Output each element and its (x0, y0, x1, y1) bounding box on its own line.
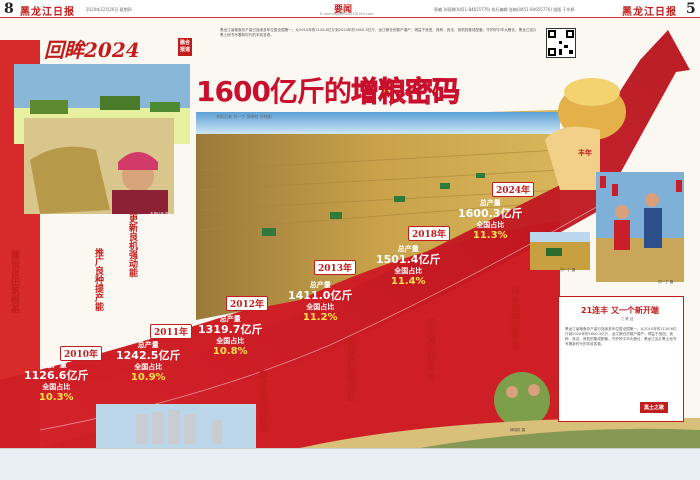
subhead-good-fields: 建设良田筑根基 (9, 250, 19, 313)
side-article: 21连丰 又一个新开端 □ 陈 征 黑龙江省粮食总产量已连续多年位居全国第一。从… (558, 296, 684, 422)
editor-info: 责编 孙丽娜(0451-84655776) 执行编辑 张梅(0451-84655… (434, 7, 575, 12)
share-label: 全国占比 (134, 363, 163, 371)
stat-value: 1501.4亿斤 (376, 253, 441, 266)
headline-part2: 增粮密码 (350, 75, 460, 109)
year-tag-2012: 2012年 (226, 296, 269, 311)
intro-paragraph: 黑龙江省粮食总产量已连续多年位居全国第一。从2010年的1126.6亿斤到202… (220, 28, 537, 37)
share-value: 11.2% (302, 312, 338, 323)
basket-label: 丰年 (578, 149, 592, 157)
share-label: 全国占比 (42, 383, 71, 391)
couple-photo (596, 172, 684, 282)
year-tag-2011: 2011年 (150, 324, 193, 339)
grain-silo-photo (96, 404, 256, 448)
feature-tag: 融合报道 (178, 38, 192, 56)
stat-value: 1242.5亿斤 (116, 349, 181, 362)
combine-photo (530, 232, 590, 270)
main-headline: 1600亿斤的增粮密码 (196, 70, 460, 110)
share-value: 10.8% (212, 346, 248, 357)
subhead-good-systems: 发展良制增效益 (345, 338, 355, 401)
stat-2018: 总产量 1501.4亿斤 全国占比 11.4% (376, 244, 440, 288)
date-left: 2024年12月26日 星期四 (86, 7, 132, 12)
qr-code[interactable] (546, 28, 576, 58)
stat-value: 1126.6亿斤 (24, 369, 89, 382)
share-value: 11.4% (390, 276, 426, 287)
paper-name-left: 黑龙江日报 (20, 7, 75, 18)
infographic-background (0, 30, 700, 448)
share-label: 全国占比 (216, 337, 245, 345)
side-title-suffix: 又一个新开端 (610, 306, 659, 315)
section-email: E-mail:yaowen0451@163.com (320, 12, 374, 16)
subhead-good-machines: 更新良机强动能 (127, 214, 137, 277)
masthead-bar: 8 黑龙江日报 2024年12月26日 星期四 要闻 E-mail:yaowen… (0, 0, 700, 18)
field-photo (196, 110, 561, 320)
photo-caption: 刘一丁 摄 (560, 268, 576, 272)
review-logo: 回眸2024 (44, 38, 140, 62)
paper-name-right: 黑龙江日报 (622, 7, 677, 18)
stat-2024: 总产量 1600.3亿斤 全国占比 11.3% (458, 198, 522, 242)
side-article-author: □ 陈 征 (621, 317, 634, 321)
wheat-basket-illustration (545, 78, 626, 190)
page-number-right: 5 (686, 1, 696, 17)
stat-2010: 总产量 1126.6亿斤 全国占比 10.3% (24, 360, 88, 404)
subhead-good-seeds: 推广良种提产能 (93, 248, 103, 311)
share-value: 11.3% (472, 230, 508, 241)
stat-value: 1319.7亿斤 (198, 323, 263, 336)
stat-label: 总产量 (45, 361, 67, 369)
stat-label: 总产量 (219, 315, 241, 323)
stat-2011: 总产量 1242.5亿斤 全国占比 10.9% (116, 340, 180, 384)
stat-label: 总产量 (137, 341, 159, 349)
share-value: 10.9% (130, 372, 166, 383)
side-article-body: 黑龙江省粮食总产量已连续多年位居全国第一。从2010年的1126.6亿斤到202… (565, 327, 677, 346)
photo-caption: 刘一丁 摄 (658, 280, 674, 284)
stat-value: 1411.0亿斤 (288, 289, 353, 302)
stat-label: 总产量 (479, 199, 501, 207)
section-title: 要闻 (334, 5, 353, 15)
share-label: 全国占比 (476, 221, 505, 229)
stat-2013: 总产量 1411.0亿斤 全国占比 11.2% (288, 280, 352, 324)
column-badge: 黑土之歌 (640, 402, 669, 413)
bottom-strip (0, 448, 700, 480)
photo-caption: 本报记者 摄 (150, 212, 169, 216)
qr-code-icon (548, 30, 574, 56)
share-label: 全国占比 (306, 303, 335, 311)
farmer-photo (24, 118, 174, 214)
share-value: 10.3% (38, 392, 74, 403)
page-number-left: 8 (4, 1, 14, 17)
subhead-water-conservancy: 兴水润田固粮仓 (509, 286, 519, 349)
subhead-disaster-prevention: 防灾减灾保丰收 (425, 318, 435, 381)
share-label: 全国占比 (394, 267, 423, 275)
year-tag-2013: 2013年 (314, 260, 357, 275)
subhead-good-methods: 集成良法提标准 (257, 370, 267, 433)
headline-part1: 1600亿斤的 (196, 75, 352, 108)
byline: 本报记者 刘一丁 邱晓虹 孙铭阳 (216, 114, 272, 119)
farmland-panorama (300, 417, 700, 448)
stat-label: 总产量 (309, 281, 331, 289)
year-tag-2010: 2010年 (60, 346, 103, 361)
year-tag-2024: 2024年 (492, 182, 535, 197)
stat-value: 1600.3亿斤 (458, 207, 523, 220)
inspection-photo (494, 372, 550, 428)
stat-2012: 总产量 1319.7亿斤 全国占比 10.8% (198, 314, 262, 358)
year-tag-2018: 2018年 (408, 226, 451, 241)
side-title-prefix: 21连丰 (581, 306, 609, 315)
stat-label: 总产量 (397, 245, 419, 253)
photo-caption: 邱晓虹 摄 (510, 428, 526, 432)
side-article-title: 21连丰 又一个新开端 (581, 305, 659, 316)
